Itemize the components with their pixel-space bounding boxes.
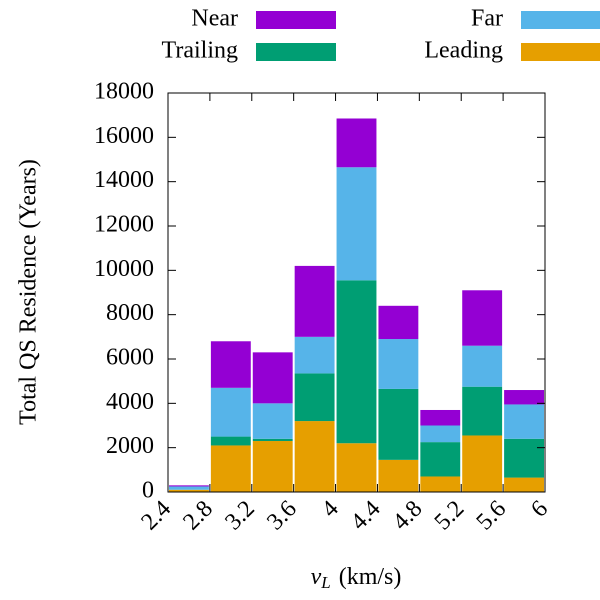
bar-segment	[294, 373, 335, 422]
bar-segment	[336, 167, 377, 281]
bar-segment	[462, 386, 503, 436]
bar-segment	[169, 486, 209, 490]
x-tick-label: 5.6	[472, 496, 512, 536]
bar-segment	[169, 485, 209, 487]
x-label-sub: L	[320, 573, 330, 592]
y-tick-label: 14000	[94, 167, 154, 193]
y-tick-label: 0	[142, 478, 154, 504]
x-tick-label: 5.2	[430, 496, 470, 536]
bar-segment	[336, 118, 377, 168]
y-tick-label: 8000	[106, 300, 154, 326]
y-tick-label: 16000	[94, 123, 154, 149]
bar-segment	[420, 425, 461, 443]
legend-label: Leading	[424, 38, 503, 64]
x-axis-label: vL (km/s)	[311, 564, 402, 592]
x-label-var: v	[311, 564, 322, 590]
bar-segment	[210, 341, 251, 388]
legend-swatch	[521, 43, 600, 61]
bar-segment	[420, 409, 461, 426]
x-label-unit: (km/s)	[339, 564, 402, 590]
bar-segment	[462, 345, 503, 387]
bar-segment	[210, 436, 251, 446]
bar-segment	[210, 387, 251, 437]
bar-segment	[504, 390, 544, 405]
y-tick-label: 12000	[94, 212, 154, 238]
legend-swatch	[521, 11, 600, 29]
bar-segment	[378, 305, 419, 340]
plot-frame	[167, 92, 546, 493]
bar-segment	[420, 442, 461, 477]
x-tick-label: 3.2	[220, 496, 260, 536]
bar-segment	[504, 438, 544, 478]
bar-segment	[378, 459, 419, 492]
bar-segment	[504, 404, 544, 439]
bar-segment	[378, 388, 419, 460]
bar-segment	[504, 477, 544, 492]
bar-segment	[252, 438, 293, 442]
bar-segment	[420, 476, 461, 492]
bar-segment	[294, 421, 335, 492]
y-tick-label: 10000	[94, 256, 154, 282]
legend-swatch	[256, 11, 336, 29]
x-tick-label: 6	[526, 496, 553, 523]
bar-segment	[169, 489, 209, 492]
bar-segment	[336, 280, 377, 444]
legend-label: Near	[191, 6, 238, 32]
legend-label: Far	[471, 6, 503, 32]
bar-segment	[378, 339, 419, 389]
x-tick-label: 4.8	[388, 496, 428, 536]
bar-segment	[294, 336, 335, 374]
legend-swatch	[256, 43, 336, 61]
x-tick-label: 4	[317, 496, 344, 523]
x-tick-label: 2.8	[178, 496, 218, 536]
bar-segment	[462, 290, 503, 346]
y-tick-label: 18000	[94, 79, 154, 105]
bar-segment	[294, 265, 335, 337]
x-tick-label: 4.4	[346, 496, 386, 536]
bar-segment	[210, 445, 251, 492]
y-tick-label: 6000	[106, 345, 154, 371]
y-tick-label: 2000	[106, 433, 154, 459]
bar-segment	[252, 441, 293, 492]
x-tick-label: 3.6	[262, 496, 302, 536]
bar-segment	[462, 435, 503, 492]
y-tick-label: 4000	[106, 389, 154, 415]
legend-label: Trailing	[162, 38, 238, 64]
y-axis-label: Total QS Residence (Years)	[16, 159, 42, 425]
bar-segment	[252, 403, 293, 439]
bar-segment	[252, 352, 293, 404]
bar-segment	[336, 443, 377, 492]
